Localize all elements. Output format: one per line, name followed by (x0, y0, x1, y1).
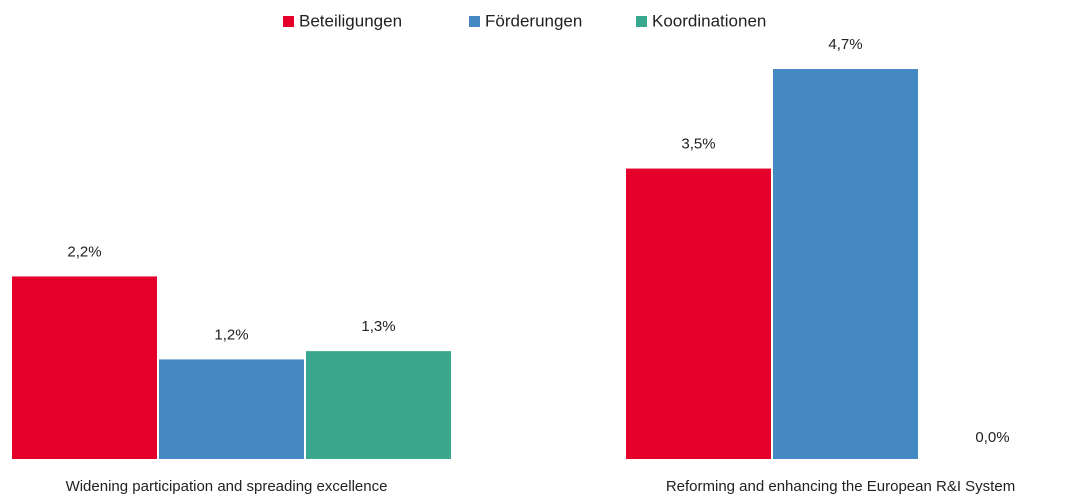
x-tick-label: Widening participation and spreading exc… (66, 478, 388, 495)
value-label: 2,2% (67, 243, 101, 260)
x-tick-label: Reforming and enhancing the European R&I… (666, 478, 1015, 495)
bar (12, 276, 157, 459)
legend-swatch (283, 16, 294, 27)
value-label: 4,7% (828, 36, 862, 53)
legend-label: Beteiligungen (299, 11, 402, 30)
bar (306, 351, 451, 459)
value-label: 3,5% (681, 136, 715, 153)
legend-label: Koordinationen (652, 11, 766, 30)
value-label: 1,3% (361, 318, 395, 335)
bar (626, 168, 771, 459)
value-label: 1,2% (214, 326, 248, 343)
bar (773, 69, 918, 459)
legend-swatch (469, 16, 480, 27)
legend-swatch (636, 16, 647, 27)
value-label: 0,0% (975, 429, 1009, 446)
legend-label: Förderungen (485, 11, 582, 30)
bar (159, 359, 304, 459)
